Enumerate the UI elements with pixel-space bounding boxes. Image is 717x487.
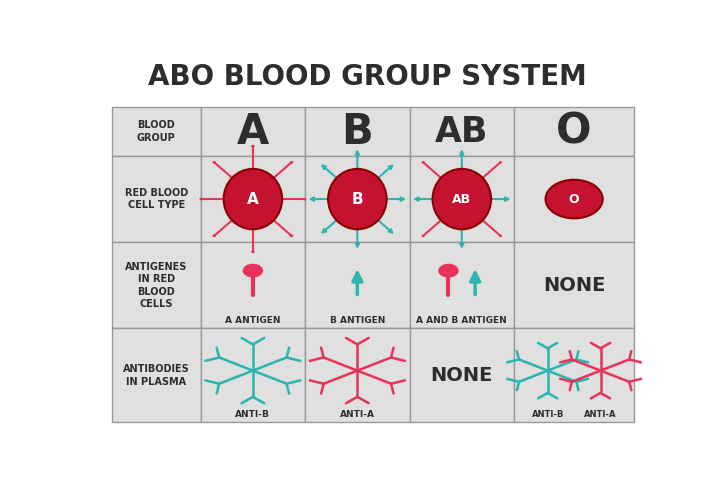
Bar xyxy=(409,107,514,156)
Text: ANTI-B: ANTI-B xyxy=(531,410,564,419)
Text: ANTI-B: ANTI-B xyxy=(235,410,270,419)
Bar xyxy=(305,156,409,242)
Bar xyxy=(305,242,409,328)
Circle shape xyxy=(438,264,459,278)
Text: NONE: NONE xyxy=(543,276,605,295)
Bar xyxy=(112,156,201,242)
Text: A AND B ANTIGEN: A AND B ANTIGEN xyxy=(417,316,507,325)
Bar xyxy=(305,328,409,422)
Text: ANTI-A: ANTI-A xyxy=(340,410,375,419)
Bar xyxy=(112,107,201,156)
Bar xyxy=(514,156,634,242)
Circle shape xyxy=(251,250,255,253)
Circle shape xyxy=(290,235,293,237)
Text: AB: AB xyxy=(435,114,488,149)
Bar xyxy=(409,328,514,422)
Ellipse shape xyxy=(328,169,386,229)
Bar xyxy=(201,242,305,328)
Text: B: B xyxy=(341,111,374,152)
Text: NONE: NONE xyxy=(431,366,493,385)
Ellipse shape xyxy=(224,169,282,229)
Text: O: O xyxy=(556,111,592,152)
Bar xyxy=(514,328,634,422)
Circle shape xyxy=(251,145,255,148)
Bar xyxy=(305,107,409,156)
Circle shape xyxy=(212,235,216,237)
Text: A: A xyxy=(237,111,269,152)
Text: O: O xyxy=(569,192,579,206)
Bar xyxy=(201,107,305,156)
Text: A: A xyxy=(247,191,259,206)
Bar xyxy=(409,156,514,242)
Text: ANTI-A: ANTI-A xyxy=(584,410,617,419)
Circle shape xyxy=(422,235,425,237)
Bar xyxy=(112,242,201,328)
Bar xyxy=(514,242,634,328)
Circle shape xyxy=(303,198,306,200)
Text: ANTIBODIES
IN PLASMA: ANTIBODIES IN PLASMA xyxy=(123,364,189,387)
Circle shape xyxy=(242,264,263,278)
Bar xyxy=(112,328,201,422)
Text: B: B xyxy=(351,191,364,206)
Circle shape xyxy=(290,161,293,164)
Text: RED BLOOD
CELL TYPE: RED BLOOD CELL TYPE xyxy=(125,188,188,210)
Circle shape xyxy=(212,161,216,164)
Text: ABO BLOOD GROUP SYSTEM: ABO BLOOD GROUP SYSTEM xyxy=(148,63,587,91)
Bar xyxy=(409,242,514,328)
Ellipse shape xyxy=(546,180,603,218)
Ellipse shape xyxy=(432,169,491,229)
Circle shape xyxy=(499,161,502,164)
Bar xyxy=(514,107,634,156)
Bar xyxy=(201,156,305,242)
Circle shape xyxy=(422,161,425,164)
Text: A ANTIGEN: A ANTIGEN xyxy=(225,316,280,325)
Circle shape xyxy=(499,235,502,237)
Circle shape xyxy=(199,198,203,200)
Bar xyxy=(201,328,305,422)
Text: BLOOD
GROUP: BLOOD GROUP xyxy=(137,120,176,143)
Text: ANTIGENES
IN RED
BLOOD
CELLS: ANTIGENES IN RED BLOOD CELLS xyxy=(125,262,187,309)
Text: B ANTIGEN: B ANTIGEN xyxy=(330,316,385,325)
Text: AB: AB xyxy=(452,192,471,206)
